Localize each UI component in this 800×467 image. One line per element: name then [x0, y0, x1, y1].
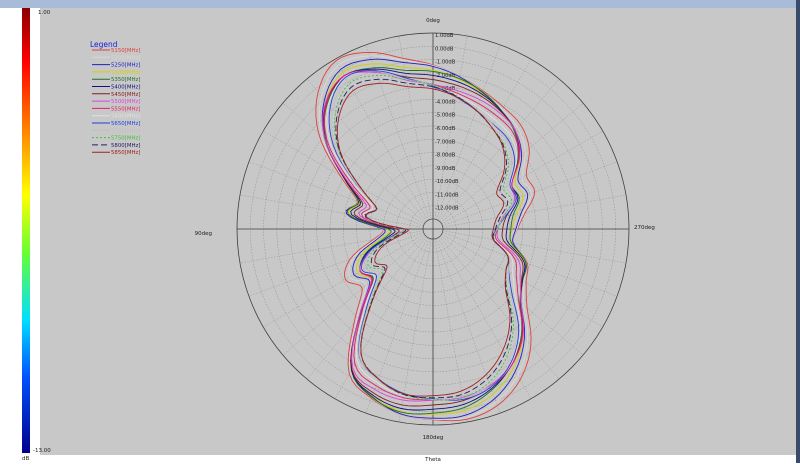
legend-entry-label: 5700[MHz] [111, 128, 140, 134]
legend: Legend 5150[MHz]5200[MHz] 5250[MHz]5300[M… [90, 40, 140, 156]
grid-spoke [365, 44, 430, 220]
grid-spoke [436, 44, 501, 220]
grid-spoke [434, 238, 468, 423]
pattern-curves [315, 51, 536, 422]
legend-entry-label: 5350[MHz] [111, 77, 140, 83]
color-scale-max-label: 1.00 [38, 10, 51, 16]
window-right-border [796, 0, 800, 463]
radial-tick-label: -8.00dB [435, 153, 456, 159]
color-scale-unit-label: dB [22, 456, 29, 462]
grid-spoke [248, 161, 424, 226]
series-curve-5850[MHz] [336, 82, 511, 397]
legend-entry-label: 5550[MHz] [111, 106, 140, 112]
grid-spoke [398, 238, 432, 423]
radial-tick-label: -6.00dB [435, 126, 456, 132]
radial-tick-label: -5.00dB [435, 113, 456, 119]
grid-spoke [239, 194, 424, 228]
legend-entry-label: 5250[MHz] [111, 63, 140, 69]
polar-grid [236, 32, 630, 426]
grid-spoke [282, 235, 426, 356]
legend-entry-label: 5650[MHz] [111, 121, 140, 127]
legend-entry-label: 5400[MHz] [111, 85, 140, 91]
grid-spoke [306, 78, 427, 222]
grid-spoke [437, 59, 532, 221]
radial-tick-label: -2.00dB [435, 73, 456, 79]
grid-spoke [434, 35, 468, 220]
grid-spoke [442, 161, 618, 226]
series-curve-5150[MHz] [315, 51, 536, 422]
legend-entry-label: 5850[MHz] [111, 150, 140, 156]
grid-spoke [263, 233, 425, 328]
legend-title: Legend [90, 40, 118, 49]
series-curve-5750[MHz] [333, 74, 514, 401]
color-scale-min-label: -13.00 [33, 448, 51, 454]
series-curve-5200[MHz] [318, 55, 532, 421]
legend-entry-label: 5600[MHz] [111, 114, 140, 120]
radial-tick-label: -9.00dB [435, 166, 456, 172]
grid-spoke [442, 230, 627, 264]
angle-label-180: 180deg [423, 435, 444, 441]
legend-entry-label: 5500[MHz] [111, 99, 140, 105]
angle-label-90: 90deg [195, 231, 212, 237]
x-axis-label: Theta [424, 457, 441, 463]
radial-tick-label: -10.00dB [435, 179, 459, 185]
grid-spoke [248, 232, 424, 297]
legend-entry-label: 5750[MHz] [111, 136, 140, 142]
radial-tick-label: -1.00dB [435, 60, 456, 66]
radial-tick-label: -7.00dB [435, 139, 456, 145]
grid-spoke [365, 238, 430, 414]
grid-spoke [436, 238, 501, 414]
angle-label-270: 270deg [634, 225, 655, 231]
window-title-bar [0, 0, 800, 8]
grid-spoke [334, 59, 429, 221]
grid-spoke [282, 102, 426, 223]
legend-entry-label: 5800[MHz] [111, 143, 140, 149]
grid-spoke [334, 237, 429, 399]
radial-tick-label: -12.00dB [435, 206, 459, 212]
legend-entry-label: 5450[MHz] [111, 92, 140, 98]
color-scale-bar [22, 8, 30, 453]
grid-spoke [442, 232, 618, 297]
grid-spoke [439, 236, 560, 380]
grid-spoke [439, 78, 560, 222]
grid-spoke [398, 35, 432, 220]
grid-spoke [442, 194, 627, 228]
radial-tick-label: -4.00dB [435, 99, 456, 105]
plot-area [40, 8, 796, 455]
radial-tick-label: -11.00dB [435, 192, 459, 198]
grid-spoke [437, 237, 532, 399]
legend-entry-label: 5150[MHz] [111, 48, 140, 54]
angle-label-0: 0deg [426, 18, 440, 24]
legend-entry-label: 5200[MHz] [111, 55, 140, 61]
legend-entry-label: 5300[MHz] [111, 70, 140, 76]
radial-tick-label: 0.00dB [435, 46, 454, 52]
radial-tick-label: 1.00dB [435, 33, 454, 39]
